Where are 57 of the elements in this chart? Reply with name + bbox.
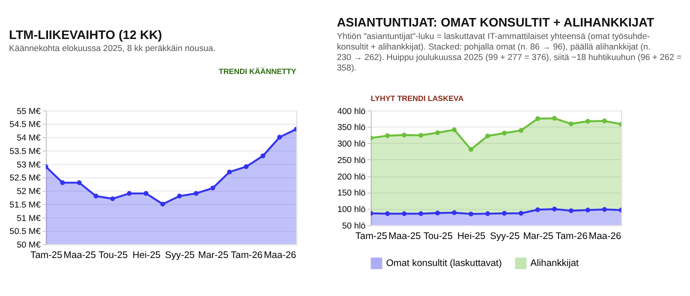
x-tick-label: Hei-25 — [132, 250, 161, 262]
text: TRENDI KÄÄNNETTY — [218, 67, 296, 76]
y-tick-label: 400 hlö — [337, 106, 366, 116]
y-tick-label: 300 hlö — [337, 138, 366, 149]
chart-title: LTM-LIIKEVAIHTO (12 KK) — [9, 28, 162, 42]
point — [177, 194, 182, 198]
point — [144, 191, 148, 196]
y-tick-label: 52.5 M€ — [10, 172, 41, 183]
text: LYHYT TRENDI LASKEVA — [370, 94, 464, 103]
y-tick-label: 55 M€ — [16, 106, 41, 116]
x-tick-label: Tou-25 — [98, 250, 128, 262]
point — [60, 180, 65, 186]
y-tick-label: 53 M€ — [16, 159, 41, 170]
y-tick-label: 54.5 M€ — [10, 119, 41, 130]
legend-label: Alihankkijat — [530, 258, 580, 270]
y-tick-label: 350 hlö — [337, 122, 366, 132]
point — [110, 196, 116, 202]
point — [94, 194, 98, 198]
x-tick-label: Tam-26 — [556, 230, 588, 242]
y-tick-label: 51.5 M€ — [10, 199, 41, 210]
point — [76, 180, 82, 186]
chart-subtitle: Yhtiön "asiantuntijat"-luku = laskuttavat IT-ammattilaiset yhteensä (omat työsuhde-konsultit + alihankkijat). Stacked: pohjalla omat (n. 86 → 96), päällä alihankkijat (n. 230 → 262). Huippu joulukuussa 2025 (99 + 277 = 376), siitä −18 huhtikuuhun (96 + 262 = 358). — [336, 30, 682, 72]
x-tick-label: Tam-26 — [230, 250, 263, 262]
y-tick-label: 100 hlö — [337, 204, 366, 214]
point — [260, 154, 266, 158]
y-tick-label: 50 M€ — [16, 240, 41, 250]
point — [160, 202, 166, 206]
y-tick-label: 54 M€ — [16, 132, 41, 143]
legend-label: Omat konsultit (laskuttavat) — [386, 258, 502, 270]
x-tick-label: Syy-25 — [165, 250, 195, 262]
point — [194, 191, 198, 196]
x-tick-label: Tam-25 — [355, 230, 388, 242]
x-tick-label: Maa-25 — [388, 230, 421, 242]
x-tick-label: Syy-25 — [490, 230, 520, 242]
y-tick-label: 200 hlö — [337, 171, 366, 182]
x-tick-label: Tam-25 — [30, 250, 62, 262]
chart-subtitle: Käännekohta elokuussa 2025, 8 kk peräkkäin nousua. — [9, 43, 216, 54]
x-tick-label: Maa-25 — [64, 250, 96, 262]
x-tick-label: Mar-25 — [523, 230, 554, 242]
x-tick-label: Mar-25 — [198, 250, 228, 262]
y-tick-label: 250 hlö — [337, 154, 366, 165]
x-tick-label: Tou-25 — [423, 230, 453, 242]
y-tick-label: 50 hlö — [342, 220, 366, 230]
x-tick-label: Hei-25 — [457, 230, 486, 242]
point — [277, 134, 282, 140]
y-tick-label: 150 hlö — [337, 188, 366, 198]
y-tick-label: 52 M€ — [16, 186, 41, 196]
point — [227, 170, 232, 174]
point — [244, 164, 249, 170]
point — [126, 191, 132, 196]
x-tick-label: Maa-26 — [264, 250, 296, 262]
chart-title: ASIANTUNTIJAT: OMAT KONSULTIT + ALIHANKKIJAT — [336, 15, 655, 30]
y-tick-label: 50.5 M€ — [10, 226, 41, 236]
point — [210, 186, 216, 190]
y-tick-label: 51 M€ — [16, 212, 41, 223]
y-tick-label: 53.5 M€ — [10, 146, 41, 156]
x-tick-label: Maa-26 — [588, 230, 622, 242]
